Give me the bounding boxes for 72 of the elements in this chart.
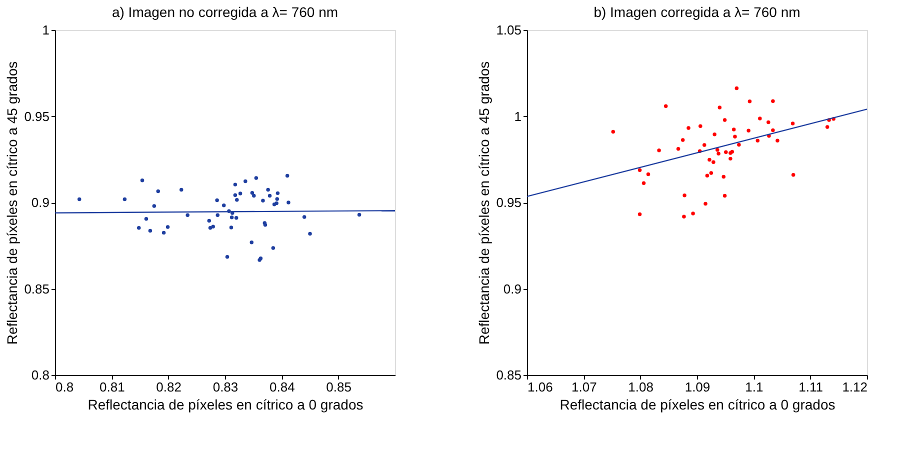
point xyxy=(275,197,280,201)
point xyxy=(77,197,82,202)
point xyxy=(308,232,312,236)
x-tick-label: 0.82 xyxy=(156,380,182,394)
y-tick-label: 1.05 xyxy=(496,22,522,38)
point xyxy=(252,194,256,198)
y-tick-label: 0.9 xyxy=(503,281,522,296)
y-tick-label: 0.95 xyxy=(496,195,522,210)
y-tick-label: 0.85 xyxy=(24,281,50,296)
y-tick-label: 0.9 xyxy=(31,195,50,210)
point xyxy=(148,228,152,233)
x-tick-label: 1.08 xyxy=(628,380,654,394)
y-tick-label: 0.85 xyxy=(496,368,522,382)
point xyxy=(266,188,270,192)
y-axis-title: Reflectancia de píxeles en cítrico a 45 grados xyxy=(476,61,492,345)
x-tick-label: 1.09 xyxy=(684,380,710,394)
point xyxy=(244,179,248,184)
point xyxy=(233,182,238,186)
x-tick-label: 0.84 xyxy=(270,380,295,394)
point xyxy=(156,189,160,194)
y-tick-label: 0.8 xyxy=(31,368,50,382)
y-tick-label: 0.95 xyxy=(24,108,50,124)
point xyxy=(140,178,144,182)
point xyxy=(271,246,276,250)
x-tick-label: 1.1 xyxy=(745,380,764,394)
x-tick-label: 1.06 xyxy=(528,380,553,394)
x-axis-title: Reflectancia de píxeles en cítrico a 0 grados xyxy=(560,396,836,412)
point xyxy=(152,204,156,208)
point xyxy=(276,191,280,196)
x-tick-label: 0.8 xyxy=(56,380,74,394)
point xyxy=(166,225,170,229)
point xyxy=(208,226,212,230)
point xyxy=(229,226,234,230)
point xyxy=(216,213,220,217)
point xyxy=(302,215,306,219)
point xyxy=(250,240,254,244)
point xyxy=(286,200,290,204)
x-tick-label: 1.07 xyxy=(572,380,597,394)
point xyxy=(222,204,226,208)
y-tick-label: 1 xyxy=(514,108,522,124)
point xyxy=(274,201,278,206)
x-tick-label: 0.83 xyxy=(212,380,238,394)
point xyxy=(136,226,141,230)
point xyxy=(162,230,166,235)
point xyxy=(144,217,148,221)
point xyxy=(235,198,239,202)
point xyxy=(268,194,272,198)
point xyxy=(225,254,230,259)
point xyxy=(250,190,254,195)
x-tick-label: 1.12 xyxy=(842,380,868,394)
x-tick-label: 1.11 xyxy=(798,380,824,394)
point xyxy=(233,193,238,197)
point xyxy=(211,224,215,229)
point xyxy=(238,192,242,196)
x-axis-title: Reflectancia de píxeles en cítrico a 0 grados xyxy=(88,396,364,412)
y-tick-label: 1 xyxy=(42,22,50,38)
y-axis-title: Reflectancia de píxeles en cítrico a 45 grados xyxy=(4,61,20,345)
point xyxy=(234,216,238,220)
point xyxy=(186,213,190,217)
chart-title: a) Imagen no corregida a λ= 760 nm xyxy=(112,4,338,20)
point xyxy=(215,198,219,202)
x-tick-label: 0.81 xyxy=(100,380,125,394)
point xyxy=(207,218,212,223)
point xyxy=(285,174,290,178)
chart-title: b) Imagen corregida a λ= 760 nm xyxy=(594,4,800,20)
point xyxy=(254,176,258,180)
point xyxy=(357,212,362,217)
point xyxy=(230,215,234,220)
point xyxy=(179,188,184,192)
point xyxy=(122,197,127,202)
x-tick-label: 0.85 xyxy=(326,380,352,394)
point xyxy=(261,198,265,202)
